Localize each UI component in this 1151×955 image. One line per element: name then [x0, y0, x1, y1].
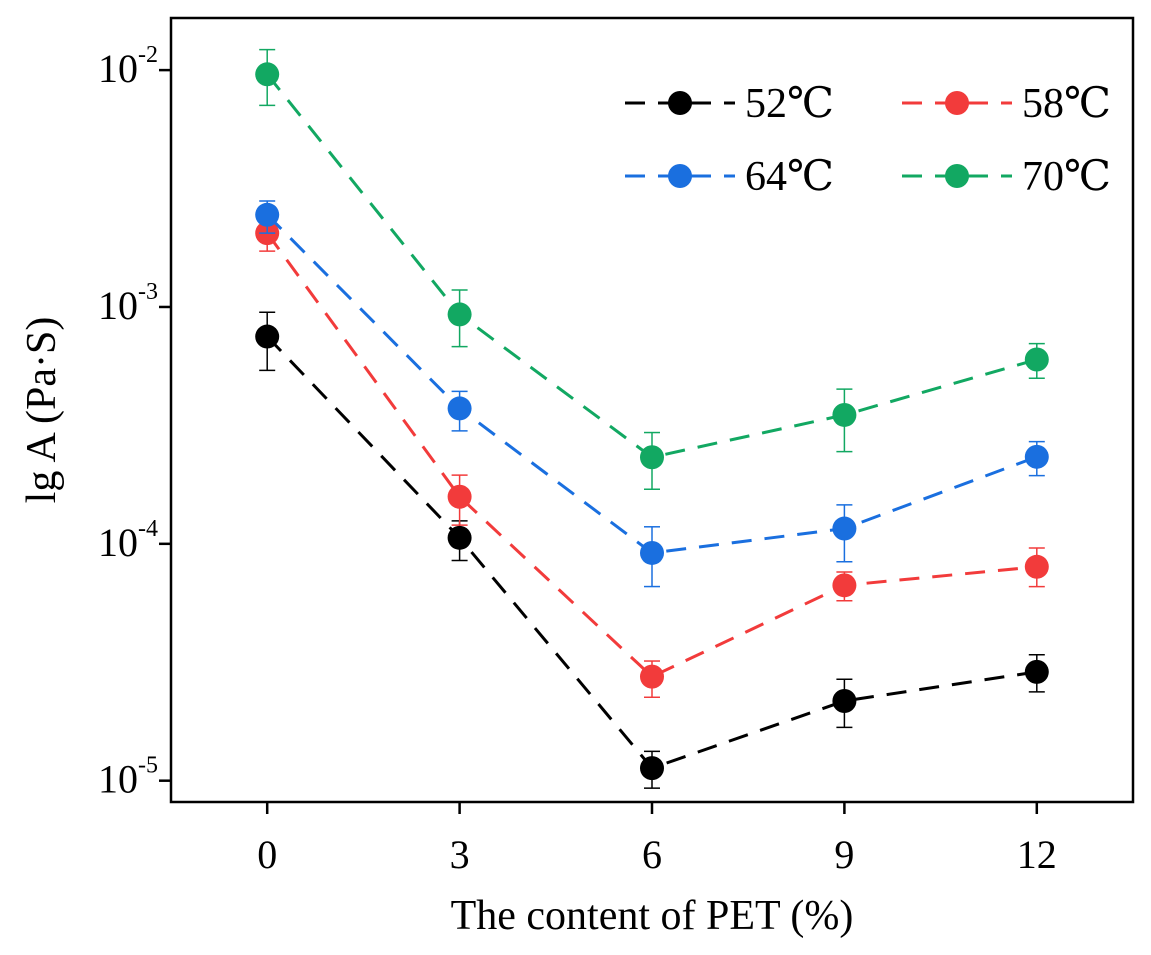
data-point [832, 688, 857, 713]
legend-marker [668, 91, 692, 115]
data-point [1024, 659, 1049, 684]
x-tick-label: 6 [642, 832, 662, 877]
x-axis-title: The content of PET (%) [451, 893, 854, 939]
data-point [832, 516, 857, 541]
x-tick-label: 0 [257, 832, 277, 877]
data-point [640, 540, 664, 565]
data-point [640, 445, 664, 470]
legend-item: 64℃ [625, 154, 834, 200]
series-line [266, 213, 1038, 555]
series-line [266, 73, 1038, 459]
x-tick-label: 3 [450, 832, 470, 877]
y-tick-label: 10-4 [98, 516, 158, 565]
legend-item: 58℃ [902, 81, 1111, 127]
legend-label: 52℃ [745, 81, 834, 127]
series-0 [255, 311, 1049, 789]
legend-label: 64℃ [745, 154, 834, 200]
series-layer [255, 48, 1049, 789]
data-point [447, 484, 472, 509]
legend: 52℃ 58℃ 64℃ 70℃ [625, 81, 1111, 200]
axis-ticks: 0 3 6 9 12 10-5 10-4 10-3 10-2 [98, 42, 1057, 877]
data-point [447, 396, 472, 421]
legend-label: 58℃ [1022, 81, 1111, 127]
data-point [640, 664, 664, 689]
series-3 [255, 48, 1049, 490]
y-axis-title: lg A (Pa·S) [19, 317, 65, 504]
y-tick-label: 10-5 [98, 753, 158, 802]
series-1 [255, 216, 1049, 699]
x-tick-label: 12 [1017, 832, 1057, 877]
data-point [640, 756, 664, 781]
legend-marker [945, 164, 969, 188]
data-point [255, 202, 280, 227]
data-point [1024, 554, 1049, 579]
data-point [447, 302, 472, 327]
y-tick-label: 10-3 [98, 279, 158, 328]
data-point [832, 402, 857, 427]
data-point [447, 525, 472, 550]
data-point [255, 324, 280, 349]
series-2 [255, 200, 1049, 588]
data-point [832, 573, 857, 598]
data-point [1024, 444, 1049, 469]
data-point [1024, 347, 1049, 372]
x-tick-label: 9 [834, 832, 854, 877]
legend-label: 70℃ [1022, 154, 1111, 200]
data-point [255, 62, 280, 87]
legend-item: 70℃ [902, 154, 1111, 200]
y-tick-label: 10-2 [98, 42, 158, 91]
series-line [265, 232, 1037, 679]
legend-marker [668, 164, 692, 188]
legend-marker [945, 91, 969, 115]
legend-item: 52℃ [625, 81, 834, 127]
